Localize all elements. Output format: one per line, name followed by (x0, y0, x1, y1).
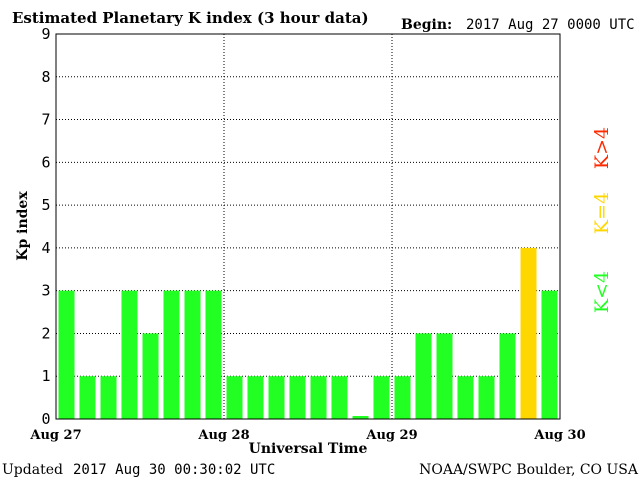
kp-bar (205, 290, 222, 419)
y-tick-label: 4 (41, 239, 50, 257)
y-axis-label: Kp index (15, 191, 31, 261)
y-tick-label: 3 (41, 282, 50, 300)
kp-bar (499, 333, 516, 419)
begin-label: Begin: (401, 17, 452, 33)
x-tick-label: Aug 27 (29, 428, 81, 443)
y-tick-label: 0 (41, 410, 50, 428)
legend-k-equal-4: K=4 (591, 192, 613, 234)
kp-bar (184, 290, 201, 419)
kp-bar (394, 376, 411, 419)
kp-bar (436, 333, 453, 419)
kp-bar (310, 376, 327, 419)
kp-bar (352, 416, 369, 419)
updated-label: Updated (2, 462, 63, 478)
y-tick-label: 7 (41, 111, 50, 129)
y-tick-label: 9 (41, 25, 50, 43)
kp-bar (457, 376, 474, 419)
kp-bar (79, 376, 96, 419)
kp-bar (268, 376, 285, 419)
kp-bar (142, 333, 159, 419)
kp-bar (478, 376, 495, 419)
chart-title: Estimated Planetary K index (3 hour data… (12, 9, 369, 27)
kp-bar (121, 290, 138, 419)
legend-k-low: K<4 (591, 271, 613, 313)
x-tick-label: Aug 28 (197, 428, 249, 443)
y-tick-label: 1 (41, 367, 50, 385)
kp-bar (163, 290, 180, 419)
kp-bar (289, 376, 306, 419)
x-axis-label: Universal Time (249, 441, 368, 457)
y-tick-label: 2 (41, 324, 50, 342)
kp-bar (247, 376, 264, 419)
legend-k-high: K>4 (591, 127, 613, 169)
kp-bar (58, 290, 75, 419)
x-tick-label: Aug 29 (365, 428, 417, 443)
kp-bar (415, 333, 432, 419)
kp-bar (331, 376, 348, 419)
x-tick-labels: Aug 27 Aug 28 Aug 29 Aug 30 (29, 428, 585, 443)
kp-bar (226, 376, 243, 419)
x-tick-label: Aug 30 (533, 428, 585, 443)
y-tick-label: 6 (41, 153, 50, 171)
plot-frame (55, 33, 561, 420)
y-tick-labels: 0 1 2 3 4 5 6 7 8 9 (41, 25, 50, 428)
kp-bar (100, 376, 117, 419)
updated-value: 2017 Aug 30 00:30:02 UTC (73, 462, 275, 478)
y-tick-label: 5 (41, 196, 50, 214)
begin-value: 2017 Aug 27 0000 UTC (466, 17, 635, 33)
kp-bar (541, 290, 558, 419)
bars-group (58, 247, 558, 419)
y-tick-label: 8 (41, 68, 50, 86)
kp-bar (373, 376, 390, 419)
kp-bar (520, 247, 537, 419)
source-credit: NOAA/SWPC Boulder, CO USA (419, 462, 639, 478)
